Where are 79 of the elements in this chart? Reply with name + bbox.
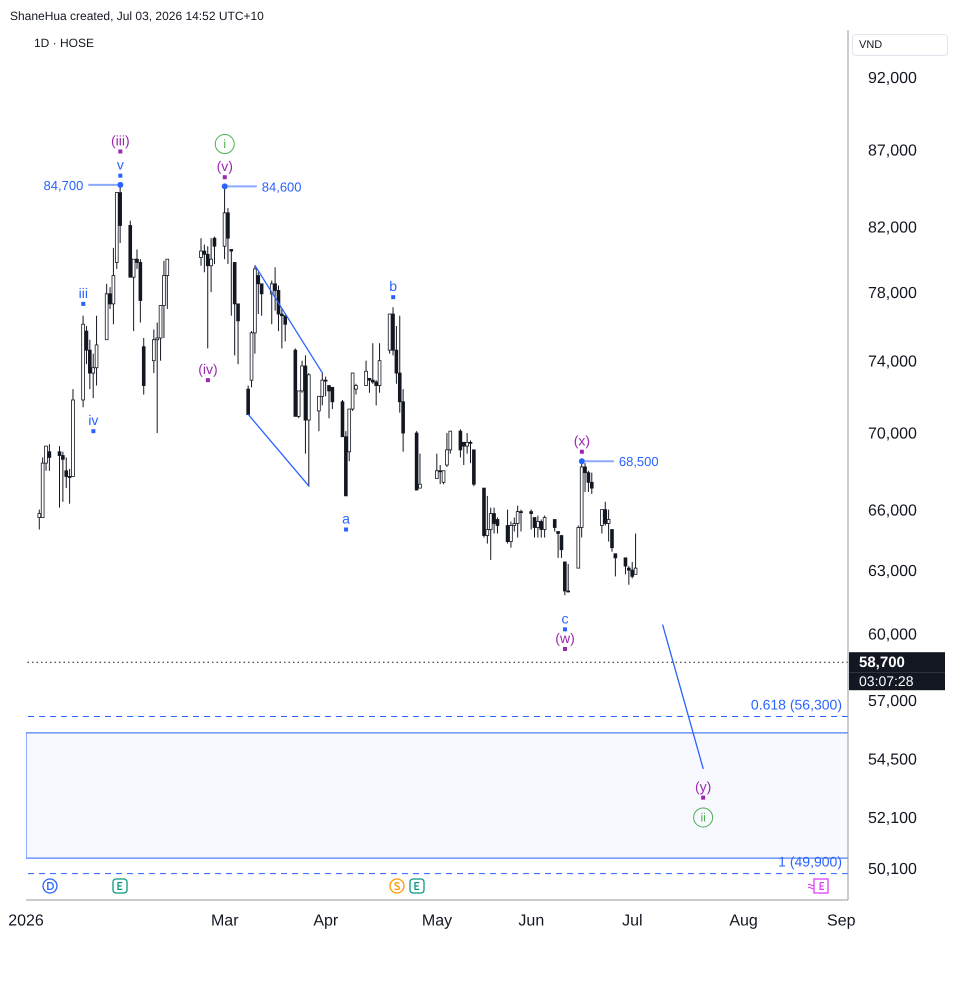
point <box>693 807 714 828</box>
y-tick-label: 57,000 <box>868 693 918 710</box>
point <box>222 175 227 180</box>
y-tick-label: 70,000 <box>868 426 918 443</box>
candlestick <box>209 238 213 293</box>
data-label: ii <box>700 810 706 824</box>
data-label: (w) <box>555 630 575 646</box>
x-tick-label: 2026 <box>8 912 44 930</box>
data-label: c <box>562 610 569 626</box>
data-label: (iv) <box>198 361 218 378</box>
y-tick-label: 74,000 <box>868 353 918 370</box>
point <box>118 174 122 178</box>
point <box>391 295 396 300</box>
text: 03:07:28 <box>859 673 914 690</box>
annotation: 84,700 <box>44 177 84 192</box>
data-label: iii <box>78 284 88 301</box>
data-label: (x) <box>574 432 590 449</box>
candlestick <box>539 519 544 538</box>
data-label: (v) <box>216 158 233 174</box>
candlestick <box>566 563 570 592</box>
y-tick-label: 54,500 <box>868 752 918 769</box>
point <box>563 646 568 651</box>
x-tick-label: Sep <box>827 912 856 930</box>
candlestick <box>516 505 520 538</box>
x-tick-label: Mar <box>210 912 240 930</box>
y-tick-label: 66,000 <box>868 502 918 520</box>
x-tick-label: Jul <box>622 912 643 930</box>
x-tick-label: Jun <box>518 912 544 930</box>
point <box>81 302 86 306</box>
data-label: v <box>116 156 124 173</box>
point <box>214 134 235 154</box>
point <box>118 149 122 154</box>
ref-line-label: 0.618 (56,300) <box>750 696 842 713</box>
y-tick-label: 78,000 <box>868 284 918 302</box>
candlestick <box>560 535 564 558</box>
point <box>344 527 348 532</box>
y-tick-label: 92,000 <box>868 70 918 87</box>
point <box>563 627 568 632</box>
y-axis-title: VND <box>852 34 948 56</box>
data-label: i <box>223 137 226 152</box>
y-tick-label: 63,000 <box>868 562 918 580</box>
data-label: (y) <box>694 778 712 795</box>
data-label: (iii) <box>111 132 130 148</box>
candlestick <box>552 519 557 532</box>
candlestick <box>492 507 496 534</box>
x-tick-label: May <box>422 912 452 930</box>
candlestick <box>509 521 513 548</box>
annotation: 68,500 <box>618 454 659 469</box>
candlestick <box>519 509 523 532</box>
y-tick-label: 52,100 <box>868 810 918 828</box>
candlestick <box>58 446 62 508</box>
data-label: a <box>342 510 350 526</box>
y-tick-label: 60,000 <box>868 626 918 644</box>
y-tick-label: 82,000 <box>868 220 918 237</box>
annotation: 84,600 <box>262 178 302 194</box>
y-tick-label: 50,100 <box>868 861 918 878</box>
data-label: iv <box>88 412 98 428</box>
candlestick <box>542 515 546 538</box>
candlestick <box>48 444 52 472</box>
x-tick-label: Aug <box>729 912 758 930</box>
candlestick <box>324 376 328 397</box>
x-tick-label: Apr <box>313 912 339 930</box>
candlestick <box>529 509 533 530</box>
ref-line-label: 58,700 <box>859 654 905 671</box>
point <box>701 796 706 800</box>
candlestick <box>556 530 560 558</box>
point <box>580 450 584 454</box>
candlestick <box>590 472 594 494</box>
text: 1D · HOSE <box>34 36 94 50</box>
point <box>206 378 210 382</box>
candlestick <box>614 553 618 577</box>
candlestick <box>445 432 449 468</box>
y-tick-label: 87,000 <box>868 142 918 160</box>
text: ShaneHua created, Jul 03, 2026 14:52 UTC+10 <box>10 9 264 23</box>
candlestick <box>634 533 638 575</box>
candlestick <box>438 464 442 485</box>
point <box>91 429 96 434</box>
data-label: b <box>389 278 398 294</box>
candlestick <box>536 515 540 538</box>
